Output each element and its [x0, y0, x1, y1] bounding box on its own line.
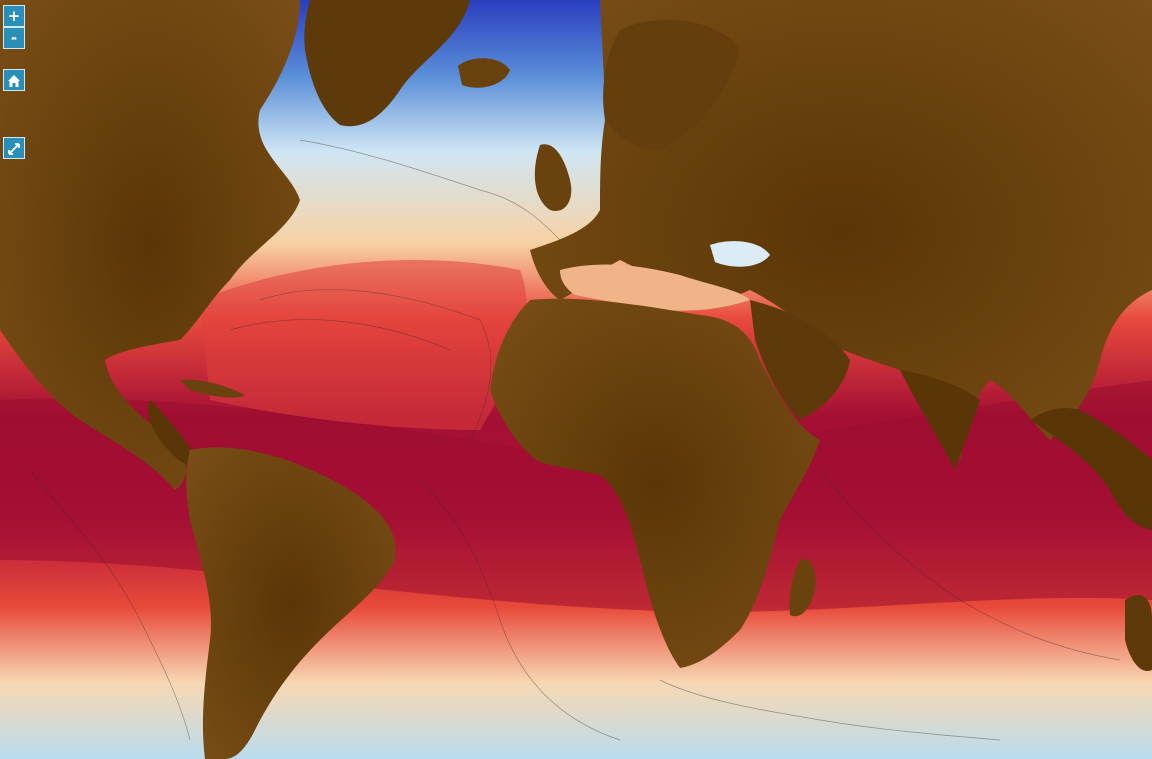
central-america [148, 400, 200, 467]
zoom-out-button[interactable]: - [3, 27, 25, 49]
north-atlantic-warm [200, 260, 527, 430]
greenland [304, 0, 470, 127]
fullscreen-button[interactable] [3, 137, 25, 159]
black-sea [710, 241, 770, 267]
bathymetry-contours [29, 139, 1121, 741]
australia-edge [1125, 595, 1152, 671]
caribbean-islands [180, 379, 245, 398]
expand-icon [8, 143, 20, 155]
scandinavia [603, 19, 740, 150]
madagascar [789, 559, 816, 617]
plus-icon: + [7, 6, 21, 25]
southeast-asia [1030, 408, 1152, 530]
british-isles [534, 144, 572, 211]
north-america [0, 0, 300, 490]
minus-icon: - [10, 28, 18, 47]
iceland [458, 58, 510, 88]
home-icon [8, 75, 20, 87]
south-america [186, 447, 396, 759]
arabian-peninsula [750, 300, 850, 420]
home-button[interactable] [3, 69, 25, 91]
indian-subcontinent [900, 370, 980, 470]
africa [490, 298, 820, 668]
zoom-in-button[interactable]: + [3, 5, 25, 27]
mediterranean-sea [560, 264, 750, 311]
